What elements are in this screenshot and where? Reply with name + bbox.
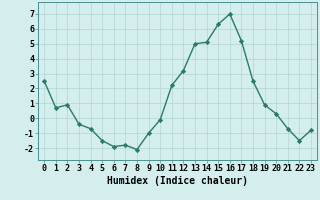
X-axis label: Humidex (Indice chaleur): Humidex (Indice chaleur) <box>107 176 248 186</box>
